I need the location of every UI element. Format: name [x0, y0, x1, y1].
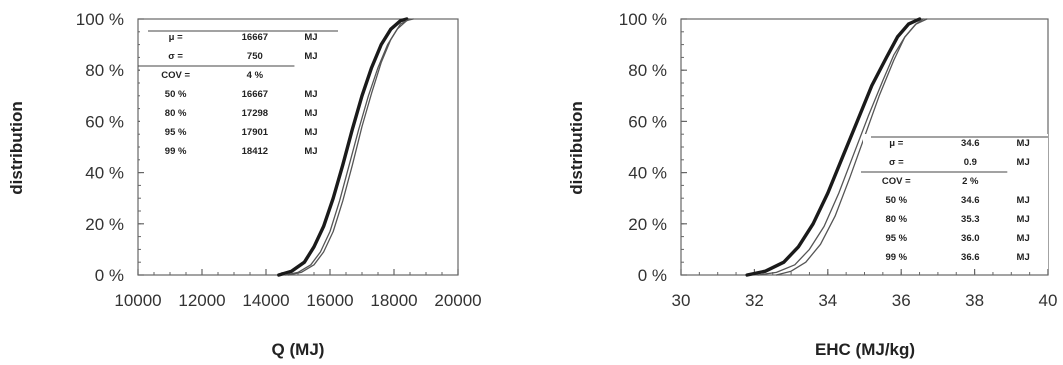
stats-table-background: [863, 134, 1048, 269]
x-tick-label: 36: [892, 291, 911, 310]
chart-q-distribution: 10000 12000 14000 16000 18000 20000 0 % 20 % 40 …: [7, 10, 482, 359]
stats-unit: MJ: [1017, 214, 1030, 225]
stats-label: σ =: [889, 157, 904, 168]
stats-label: 80 %: [165, 108, 187, 119]
stats-value: 36.0: [961, 233, 980, 244]
stats-value: 18412: [242, 146, 268, 157]
y-tick-label: 0 %: [95, 266, 124, 285]
stats-table: μ = 16667 MJ σ = 750 MJ COV = 4 % 50 % 16667 MJ 80 …: [138, 28, 338, 163]
y-tick-label: 20 %: [85, 215, 124, 234]
stats-label: 80 %: [885, 214, 907, 225]
x-tick-label: 16000: [306, 291, 353, 310]
stats-unit: MJ: [304, 32, 317, 43]
y-axis-label: distribution: [7, 101, 26, 194]
stats-label: 99 %: [165, 146, 187, 157]
y-tick-label: 100 %: [619, 10, 667, 29]
stats-value: 34.6: [961, 138, 980, 149]
x-tick-label: 12000: [178, 291, 225, 310]
x-tick-label: 14000: [242, 291, 289, 310]
stats-unit: MJ: [304, 146, 317, 157]
x-axis-label: Q (MJ): [272, 340, 325, 359]
y-tick-label: 60 %: [628, 112, 667, 131]
stats-unit: MJ: [1017, 233, 1030, 244]
series-line-3: [775, 18, 928, 276]
x-tick-label: 40: [1039, 291, 1058, 310]
stats-label: 99 %: [885, 252, 907, 263]
stats-table: μ = 34.6 MJ σ = 0.9 MJ COV = 2 % 50 % 34.6 MJ 80 % 3…: [861, 134, 1048, 269]
stats-value: 4 %: [247, 70, 264, 81]
stats-unit: MJ: [1017, 138, 1030, 149]
y-tick-label: 60 %: [85, 112, 124, 131]
stats-unit: MJ: [304, 108, 317, 119]
series-line-1: [745, 17, 922, 277]
stats-unit: MJ: [1017, 157, 1030, 168]
stats-value: 17901: [242, 127, 269, 138]
stats-label: 95 %: [885, 233, 907, 244]
x-tick-label: 30: [672, 291, 691, 310]
stats-label: COV =: [161, 70, 190, 81]
stats-label: 50 %: [165, 89, 187, 100]
stats-label: μ =: [169, 32, 183, 43]
y-tick-label: 0 %: [638, 266, 667, 285]
stats-unit: MJ: [304, 89, 317, 100]
x-tick-label: 18000: [370, 291, 417, 310]
stats-table-background: [140, 28, 338, 163]
stats-unit: MJ: [1017, 252, 1030, 263]
chart-ehc-distribution: 30 32 34 36 38 40 0 % 20 % 40 % 60 % 80 % 100 % EHC …: [567, 10, 1058, 359]
y-tick-label: 80 %: [85, 61, 124, 80]
stats-label: COV =: [882, 176, 911, 187]
stats-label: 50 %: [885, 195, 907, 206]
y-tick-label: 40 %: [85, 164, 124, 183]
x-tick-label: 10000: [114, 291, 161, 310]
stats-value: 750: [247, 51, 263, 62]
x-tick-label: 34: [818, 291, 837, 310]
y-tick-label: 100 %: [76, 10, 124, 29]
stats-value: 35.3: [961, 214, 980, 225]
series-line-3: [287, 18, 411, 276]
series-line-1: [277, 17, 409, 277]
stats-label: 95 %: [165, 127, 187, 138]
stats-value: 2 %: [962, 176, 979, 187]
y-tick-label: 80 %: [628, 61, 667, 80]
y-tick-label: 20 %: [628, 215, 667, 234]
stats-value: 34.6: [961, 195, 980, 206]
stats-unit: MJ: [1017, 195, 1030, 206]
y-axis-label: distribution: [567, 101, 586, 194]
stats-value: 36.6: [961, 252, 980, 263]
x-axis-label: EHC (MJ/kg): [815, 340, 915, 359]
stats-label: σ =: [168, 51, 183, 62]
x-tick-label: 38: [965, 291, 984, 310]
stats-value: 16667: [242, 89, 268, 100]
stats-label: μ =: [889, 138, 903, 149]
stats-value: 16667: [242, 32, 268, 43]
stats-value: 0.9: [964, 157, 977, 168]
stats-unit: MJ: [304, 51, 317, 62]
stats-value: 17298: [242, 108, 268, 119]
x-tick-label: 20000: [434, 291, 481, 310]
stats-unit: MJ: [304, 127, 317, 138]
x-tick-label: 32: [745, 291, 764, 310]
y-tick-label: 40 %: [628, 164, 667, 183]
